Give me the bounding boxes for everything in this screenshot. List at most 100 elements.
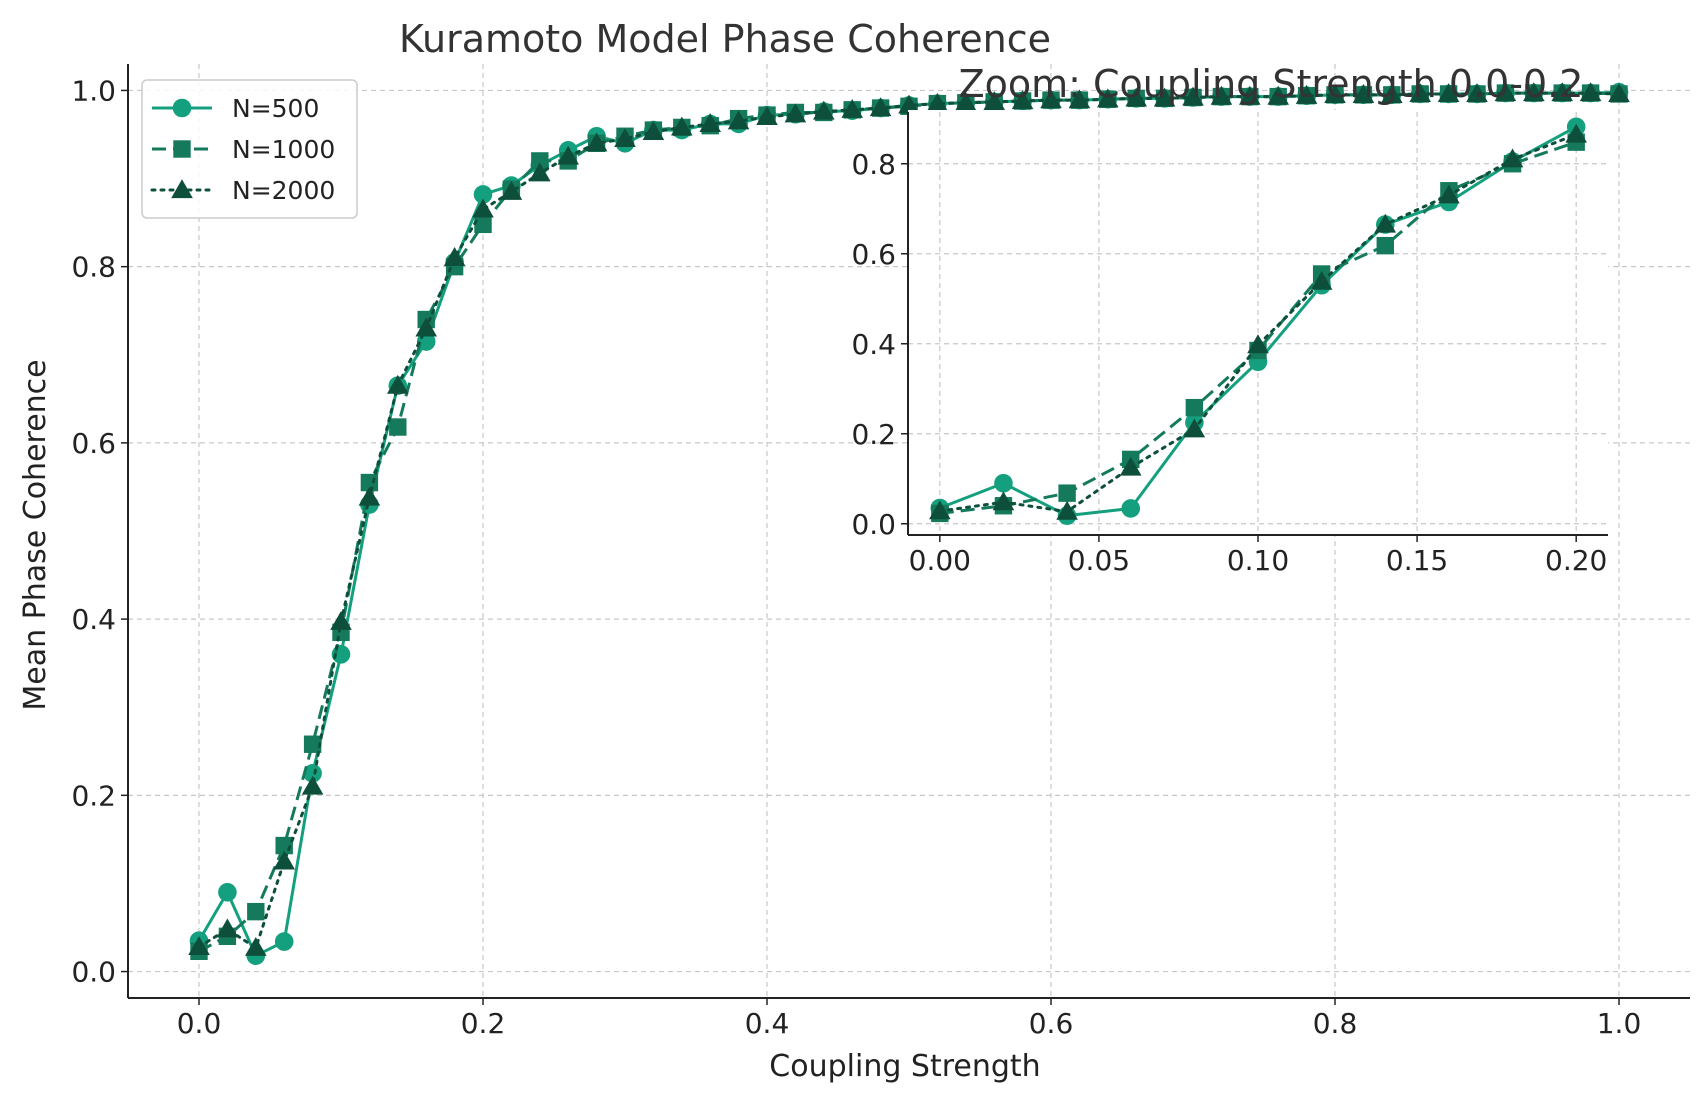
main-data-point [955,91,977,111]
legend-entry: N=1000 [152,135,335,164]
main-data-point [216,918,239,938]
inset-grid [908,112,1608,535]
main-y-tick-label: 0.0 [71,956,116,989]
main-data-point [273,850,295,870]
main-data-point [443,247,466,266]
inset-y-tick-label: 0.0 [851,508,896,541]
main-data-point [1267,85,1289,105]
main-data-point [1097,88,1119,108]
inset-data-point [994,473,1013,493]
inset-y-tick-label: 0.2 [851,418,896,451]
main-data-point [614,128,636,147]
inset-series-2 [929,123,1587,520]
legend-marker [173,140,191,158]
legend-label: N=500 [232,94,319,123]
main-x-tick-label: 0.0 [177,1007,222,1040]
inset-data-point [1185,398,1204,417]
legend-marker [171,179,193,199]
main-series [188,82,1630,966]
main-data-point [274,932,294,951]
inset-x-tick-label: 0.20 [1545,544,1607,577]
main-data-point [784,103,807,123]
main-data-point [1011,90,1034,110]
main-data-point [585,132,608,152]
inset-data-point [1056,500,1078,520]
inset-data-point [992,491,1015,511]
main-data-point [389,418,407,436]
main-data-point [1381,84,1403,103]
main-y-tick-label: 0.4 [71,603,116,636]
inset-data-point [1374,213,1397,233]
main-data-point [1324,84,1346,103]
x-axis-label: Coupling Strength [769,1049,1040,1084]
main-data-point [245,936,267,956]
inset-series [929,117,1587,525]
inset-data-point [1501,148,1524,168]
main-data-point [1182,86,1204,106]
inset-y-tick-label: 0.6 [851,238,896,271]
main-axes: 0.0 0.2 0.4 0.6 0.8 1.0 0.0 0.2 0.4 0.6 0.8 1.0 [71,64,1690,1040]
inset-x-tick-label: 0.00 [909,544,971,577]
inset-data-point [1376,236,1394,255]
main-data-point [472,198,494,218]
main-data-point [1352,84,1375,103]
main-data-point [1523,82,1545,102]
main-data-point [557,145,579,165]
inset-y-tick-label: 0.8 [851,148,896,181]
main-data-point [727,110,750,130]
main-data-point [531,152,549,170]
inset-data-point [1183,418,1206,438]
main-data-point [303,735,322,753]
inset-data-point [1438,184,1460,204]
main-data-point [841,99,863,118]
main-data-point [926,92,949,112]
main-data-point [869,97,892,117]
main-x-tick-label: 0.8 [1313,1007,1358,1040]
main-data-point [1068,89,1091,109]
main-data-point [1494,82,1517,102]
inset-data-point [1058,484,1076,502]
main-x-tick-label: 1.0 [1597,1007,1642,1040]
main-data-point [756,106,778,125]
main-data-point [358,486,381,506]
inset-x-tick-label: 0.10 [1227,544,1289,577]
main-data-point [1466,83,1488,103]
main-y-tick-label: 0.8 [71,251,116,284]
main-x-tick-label: 0.4 [745,1007,790,1040]
main-data-point [474,215,492,234]
legend: N=500 N=1000 N=2000 [141,79,358,219]
main-data-point [671,116,693,136]
main-data-point [1551,82,1573,102]
main-data-point [1437,83,1460,103]
main-data-point [387,374,409,394]
inset-x-tick-label: 0.05 [1068,544,1130,577]
inset-x-tick-label: 0.15 [1386,544,1448,577]
main-data-point [500,180,523,200]
main-data-point [813,100,835,120]
main-data-point [1040,89,1062,109]
main-data-point [218,882,237,902]
legend-marker [172,98,192,118]
legend-entry: N=2000 [150,176,335,205]
main-data-point [330,610,352,630]
legend-label: N=2000 [232,176,335,205]
main-data-point [1125,87,1147,107]
main-data-point [1239,85,1261,105]
main-y-tick-label: 0.6 [71,427,116,460]
main-data-point [1210,85,1233,105]
main-data-point [1409,83,1431,103]
main-data-point [415,317,437,337]
inset-data-point [1310,270,1333,290]
inset-data-point [1247,334,1269,354]
legend-label: N=1000 [232,135,335,164]
main-data-point [898,94,920,114]
legend-frame [141,79,358,219]
main-data-point [473,185,493,204]
inset-axes: 0.00 0.05 0.10 0.15 0.20 0.0 0.2 0.4 0.6 0.8 [851,112,1608,577]
main-data-point [1295,84,1318,104]
main-chart-title: Kuramoto Model Phase Coherence [399,17,1051,61]
inset-y-tick-label: 0.4 [851,328,896,361]
main-x-tick-label: 0.2 [461,1007,506,1040]
main-data-point [699,113,721,133]
